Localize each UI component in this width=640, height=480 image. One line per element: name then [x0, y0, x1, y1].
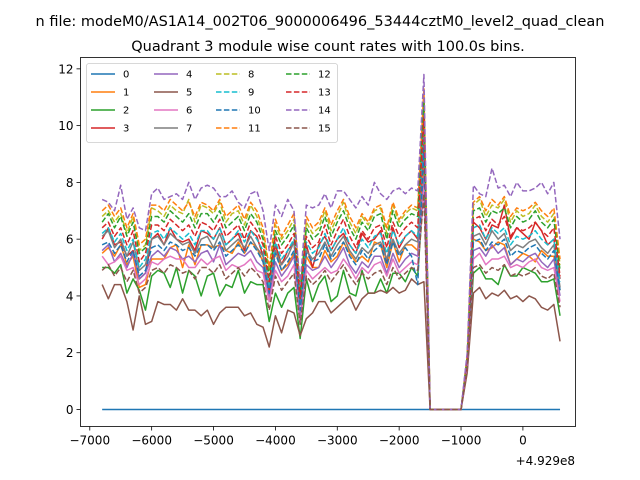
legend-label: 8: [248, 70, 254, 81]
series-line-13: [101, 116, 561, 411]
x-tick-label: −2000: [379, 434, 420, 448]
y-tick-label: 10: [58, 119, 73, 133]
series-line-6: [101, 187, 561, 411]
series-line-12: [101, 102, 561, 411]
series-line-9: [101, 124, 561, 411]
chart-title: Quadrant 3 module wise count rates with …: [131, 39, 525, 55]
legend-label: 11: [248, 124, 261, 135]
series-line-7: [101, 110, 561, 411]
legend-label: 9: [248, 88, 254, 99]
legend-label: 5: [186, 88, 192, 99]
x-tick-label: 0: [519, 434, 527, 448]
series-line-14: [101, 73, 561, 411]
plot-frame: [80, 57, 576, 427]
legend-label: 15: [318, 124, 331, 135]
y-axis: 0 2 4 6 8 10 12: [58, 62, 81, 417]
x-axis: −7000 −6000 −5000 −4000 −3000 −2000 −1000 0: [69, 426, 527, 448]
y-tick-label: 4: [66, 289, 74, 303]
x-tick-label: −4000: [255, 434, 296, 448]
legend-label: 7: [186, 124, 192, 135]
legend-label: 12: [318, 70, 331, 81]
legend-label: 0: [123, 70, 129, 81]
x-tick-label: −5000: [193, 434, 234, 448]
legend-label: 4: [186, 70, 192, 81]
plot-lines: [101, 73, 561, 411]
series-line-15: [101, 193, 561, 411]
legend-box: [86, 63, 338, 143]
legend-label: 2: [123, 106, 129, 117]
suptitle: n file: modeM0/AS1A14_002T06_9000006496_…: [36, 14, 605, 30]
series-line-2: [102, 181, 561, 411]
legend-label: 13: [318, 88, 331, 99]
y-tick-label: 8: [66, 176, 74, 190]
series-line-4: [101, 175, 561, 411]
y-tick-label: 0: [66, 403, 74, 417]
series-line-5: [101, 278, 561, 411]
legend-label: 6: [186, 106, 192, 117]
x-offset-label: +4.929e8: [516, 454, 575, 468]
y-tick-label: 12: [58, 62, 73, 76]
series-line-8: [101, 96, 561, 411]
y-tick-label: 2: [66, 346, 74, 360]
y-tick-label: 6: [66, 233, 74, 247]
legend-label: 3: [123, 124, 129, 135]
series-line-10: [101, 147, 561, 411]
legend-label: 1: [123, 88, 129, 99]
x-tick-label: −6000: [131, 434, 172, 448]
x-tick-label: −1000: [441, 434, 482, 448]
x-tick-label: −3000: [317, 434, 358, 448]
legend-label: 14: [318, 106, 331, 117]
x-tick-label: −7000: [69, 434, 110, 448]
legend-label: 10: [248, 106, 261, 117]
